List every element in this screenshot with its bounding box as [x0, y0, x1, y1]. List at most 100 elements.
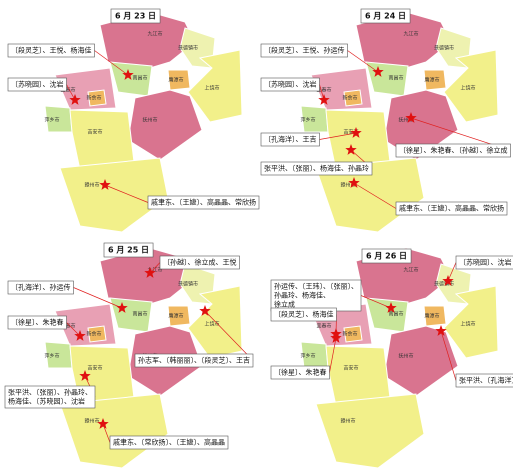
location-star — [74, 330, 86, 341]
city-label: 景德镇市 — [434, 281, 454, 288]
note-text: 孙志军、〔韩丽丽〕、〔段灵芝〕、王吉 — [138, 356, 250, 365]
note-box — [270, 307, 337, 322]
city-label: 吉安市 — [343, 365, 358, 372]
note-box — [260, 77, 320, 92]
note-box — [270, 365, 330, 380]
annotation: 〔段灵芝〕、王悦、杨海佳 — [7, 43, 134, 80]
city-label: 宜春市 — [60, 323, 75, 330]
city-label: 抚州市 — [398, 353, 413, 360]
city-label: 吉安市 — [87, 129, 102, 136]
city-label: 鹰潭市 — [424, 77, 439, 84]
note-box — [7, 280, 74, 295]
date-box — [360, 8, 411, 24]
location-star — [79, 370, 91, 381]
city-label: 新余市 — [342, 331, 357, 338]
date-label: 6 月 23 日 — [115, 12, 156, 21]
note-text: 〔段灵芝〕、王悦、孙运传 — [264, 46, 345, 55]
annotation: 〔孙越〕、徐立成、王悦 — [144, 255, 240, 278]
note-text: 徐立成 — [274, 300, 295, 309]
annotation: 戚聿东、〔王婕〕、高晶晶、常欣扬 — [99, 179, 260, 210]
annotation: 孙志军、〔韩丽丽〕、〔段灵芝〕、王吉 — [134, 305, 254, 368]
pointer-arrow — [204, 310, 254, 361]
city-label: 宜春市 — [60, 87, 75, 94]
location-star — [97, 418, 109, 429]
note-text: 张平洪、〔孔海洋〕 — [459, 376, 513, 385]
note-text: 孙运传、〔王玮〕、〔张丽〕、 — [274, 282, 358, 291]
city-label: 萍乡市 — [300, 353, 315, 360]
note-text: 戚聿东、〔王婕〕、高晶晶、常欣扬 — [151, 198, 256, 207]
city-label: 九江市 — [403, 267, 418, 274]
note-box — [455, 255, 513, 270]
location-star — [348, 177, 360, 188]
location-star — [330, 332, 342, 343]
annotation: 〔徐星〕、朱艳春 — [270, 332, 342, 380]
annotation: 〔徐星〕、朱艳春、〔孙越〕、徐立成 — [395, 112, 511, 158]
note-text: 〔段灵芝〕、杨海佳 — [274, 310, 334, 319]
city-label: 宜春市 — [316, 323, 331, 330]
annotation: 张平洪、〔张丽〕、杨海佳、孙晶玲 — [260, 144, 373, 176]
pointer-arrow — [66, 322, 81, 337]
annotation: 张平洪、〔张丽〕、孙晶玲、杨海佳、〔苏晓园〕、沈岩 — [4, 370, 96, 409]
note-box — [7, 315, 67, 330]
city-label: 萍乡市 — [300, 117, 315, 124]
pointer-arrow — [329, 337, 337, 373]
note-box — [7, 77, 67, 92]
pointer-arrow — [353, 182, 397, 209]
city-label: 赣州市 — [84, 182, 99, 189]
pointer-arrow — [440, 330, 457, 381]
note-text: 〔苏晓园〕、沈岩 — [459, 258, 512, 267]
city-label: 景德镇市 — [178, 281, 198, 288]
location-star — [99, 179, 111, 190]
city-label: 南昌市 — [388, 75, 403, 82]
note-box — [109, 435, 229, 450]
date-label: 6 月 24 日 — [365, 12, 406, 21]
pointer-arrow — [360, 295, 392, 309]
pointer-arrow — [73, 287, 123, 309]
city-label: 新余市 — [86, 331, 101, 338]
pointer-arrow — [94, 50, 129, 76]
city-label: 南昌市 — [132, 75, 147, 82]
city-label: 鹰潭市 — [168, 313, 183, 320]
note-text: 戚聿东、〔王婕〕、高晶晶、常欣扬 — [399, 204, 504, 213]
date-box — [103, 242, 154, 258]
annotation: 〔孔海洋〕、王吉 — [260, 127, 362, 147]
note-box — [159, 255, 240, 270]
city-label: 鹰潭市 — [168, 77, 183, 84]
location-star — [405, 112, 417, 123]
city-label: 赣州市 — [340, 418, 355, 425]
note-box — [260, 132, 320, 147]
city-label: 萍乡市 — [44, 117, 59, 124]
note-text: 孙晶玲、杨海佳、 — [274, 291, 330, 300]
note-box — [260, 161, 373, 176]
location-star — [122, 69, 134, 80]
pointer-arrow — [66, 84, 76, 101]
city-label: 九江市 — [147, 31, 162, 38]
city-label: 南昌市 — [388, 311, 403, 318]
city-label: 赣州市 — [84, 418, 99, 425]
annotation: 〔段灵芝〕、王悦、孙运传 — [260, 43, 384, 77]
city-label: 新余市 — [86, 95, 101, 102]
location-star — [385, 302, 397, 313]
annotation: 〔孔海洋〕、孙运传 — [7, 280, 128, 313]
city-label: 新余市 — [342, 95, 357, 102]
location-star — [144, 267, 156, 278]
city-label: 吉安市 — [87, 365, 102, 372]
note-text: 〔苏晓园〕、沈岩 — [264, 80, 317, 89]
city-label: 景德镇市 — [178, 45, 198, 52]
location-star — [345, 144, 357, 155]
note-box — [134, 353, 254, 368]
note-box — [260, 43, 348, 58]
city-label: 南昌市 — [132, 311, 147, 318]
annotation: 戚聿东、〔常欣扬〕、〔王婕〕、高晶晶 — [97, 418, 229, 450]
annotation: 〔徐星〕、朱艳春 — [7, 315, 86, 341]
note-text: 〔徐星〕、朱艳春 — [274, 368, 327, 377]
note-text: 〔苏晓园〕、沈岩 — [11, 80, 64, 89]
note-text: 张平洪、〔张丽〕、孙晶玲、 — [8, 388, 92, 397]
city-label: 赣州市 — [340, 182, 355, 189]
date-label: 6 月 25 日 — [108, 246, 149, 255]
pointer-arrow — [347, 50, 379, 73]
note-text: 〔段灵芝〕、王悦、杨海佳 — [11, 46, 92, 55]
